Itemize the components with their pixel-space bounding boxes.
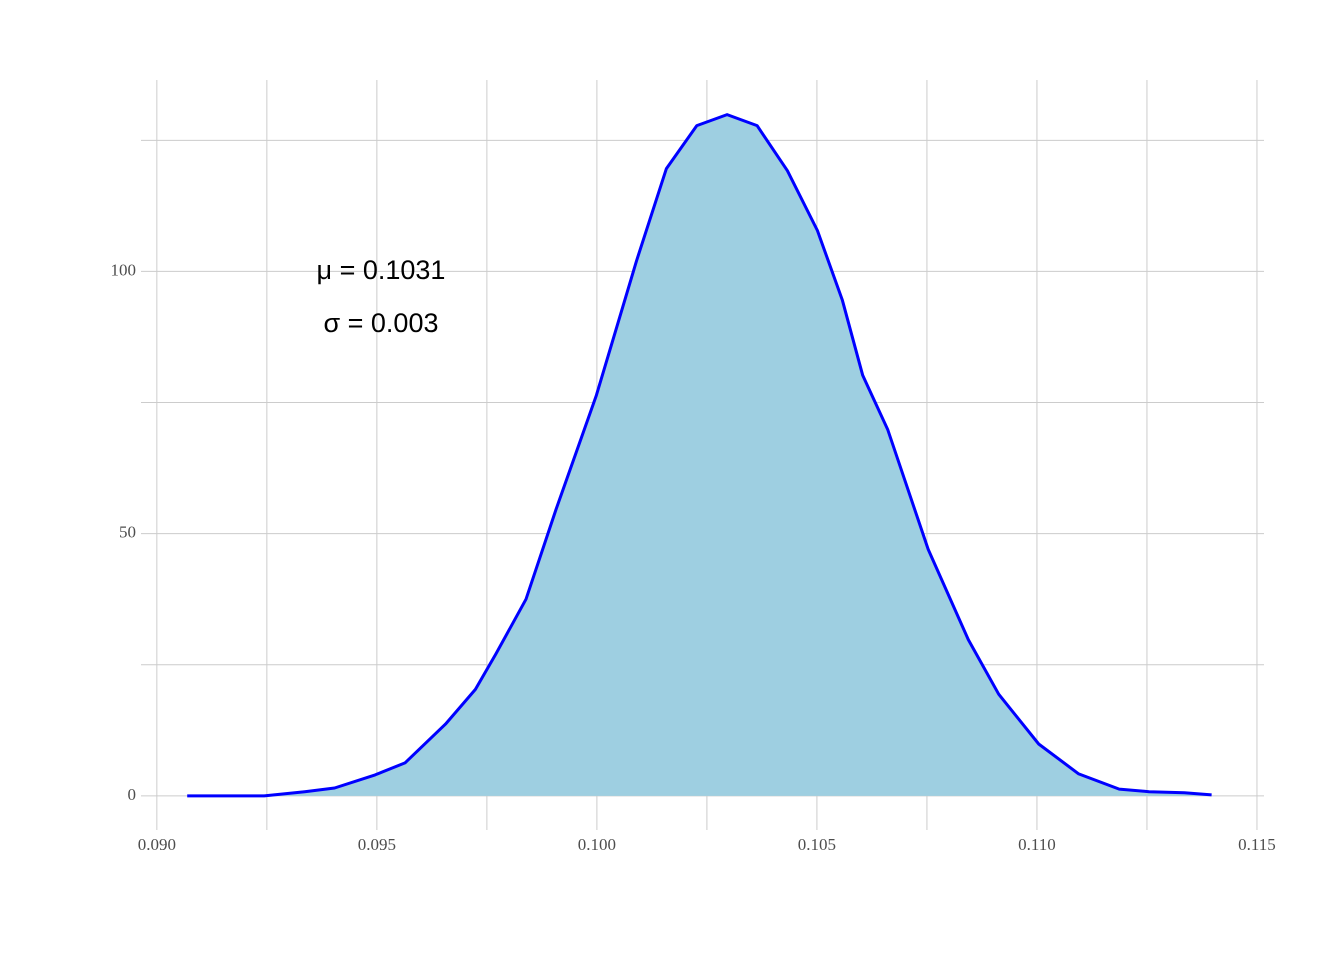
x-tick-label: 0.090: [138, 835, 176, 854]
density-area: [187, 114, 1212, 796]
density-line: [187, 113, 1212, 798]
x-tick-label: 0.100: [578, 835, 616, 854]
y-tick-label: 50: [119, 523, 136, 542]
x-tick-label: 0.115: [1238, 835, 1276, 854]
x-tick-label: 0.105: [798, 835, 836, 854]
annotation: σ = 0.003: [323, 308, 438, 338]
annotation: μ = 0.1031: [317, 255, 446, 285]
x-tick-label: 0.095: [358, 835, 396, 854]
y-tick-label: 0: [128, 785, 137, 804]
x-tick-label: 0.110: [1018, 835, 1056, 854]
y-tick-label: 100: [111, 260, 137, 279]
